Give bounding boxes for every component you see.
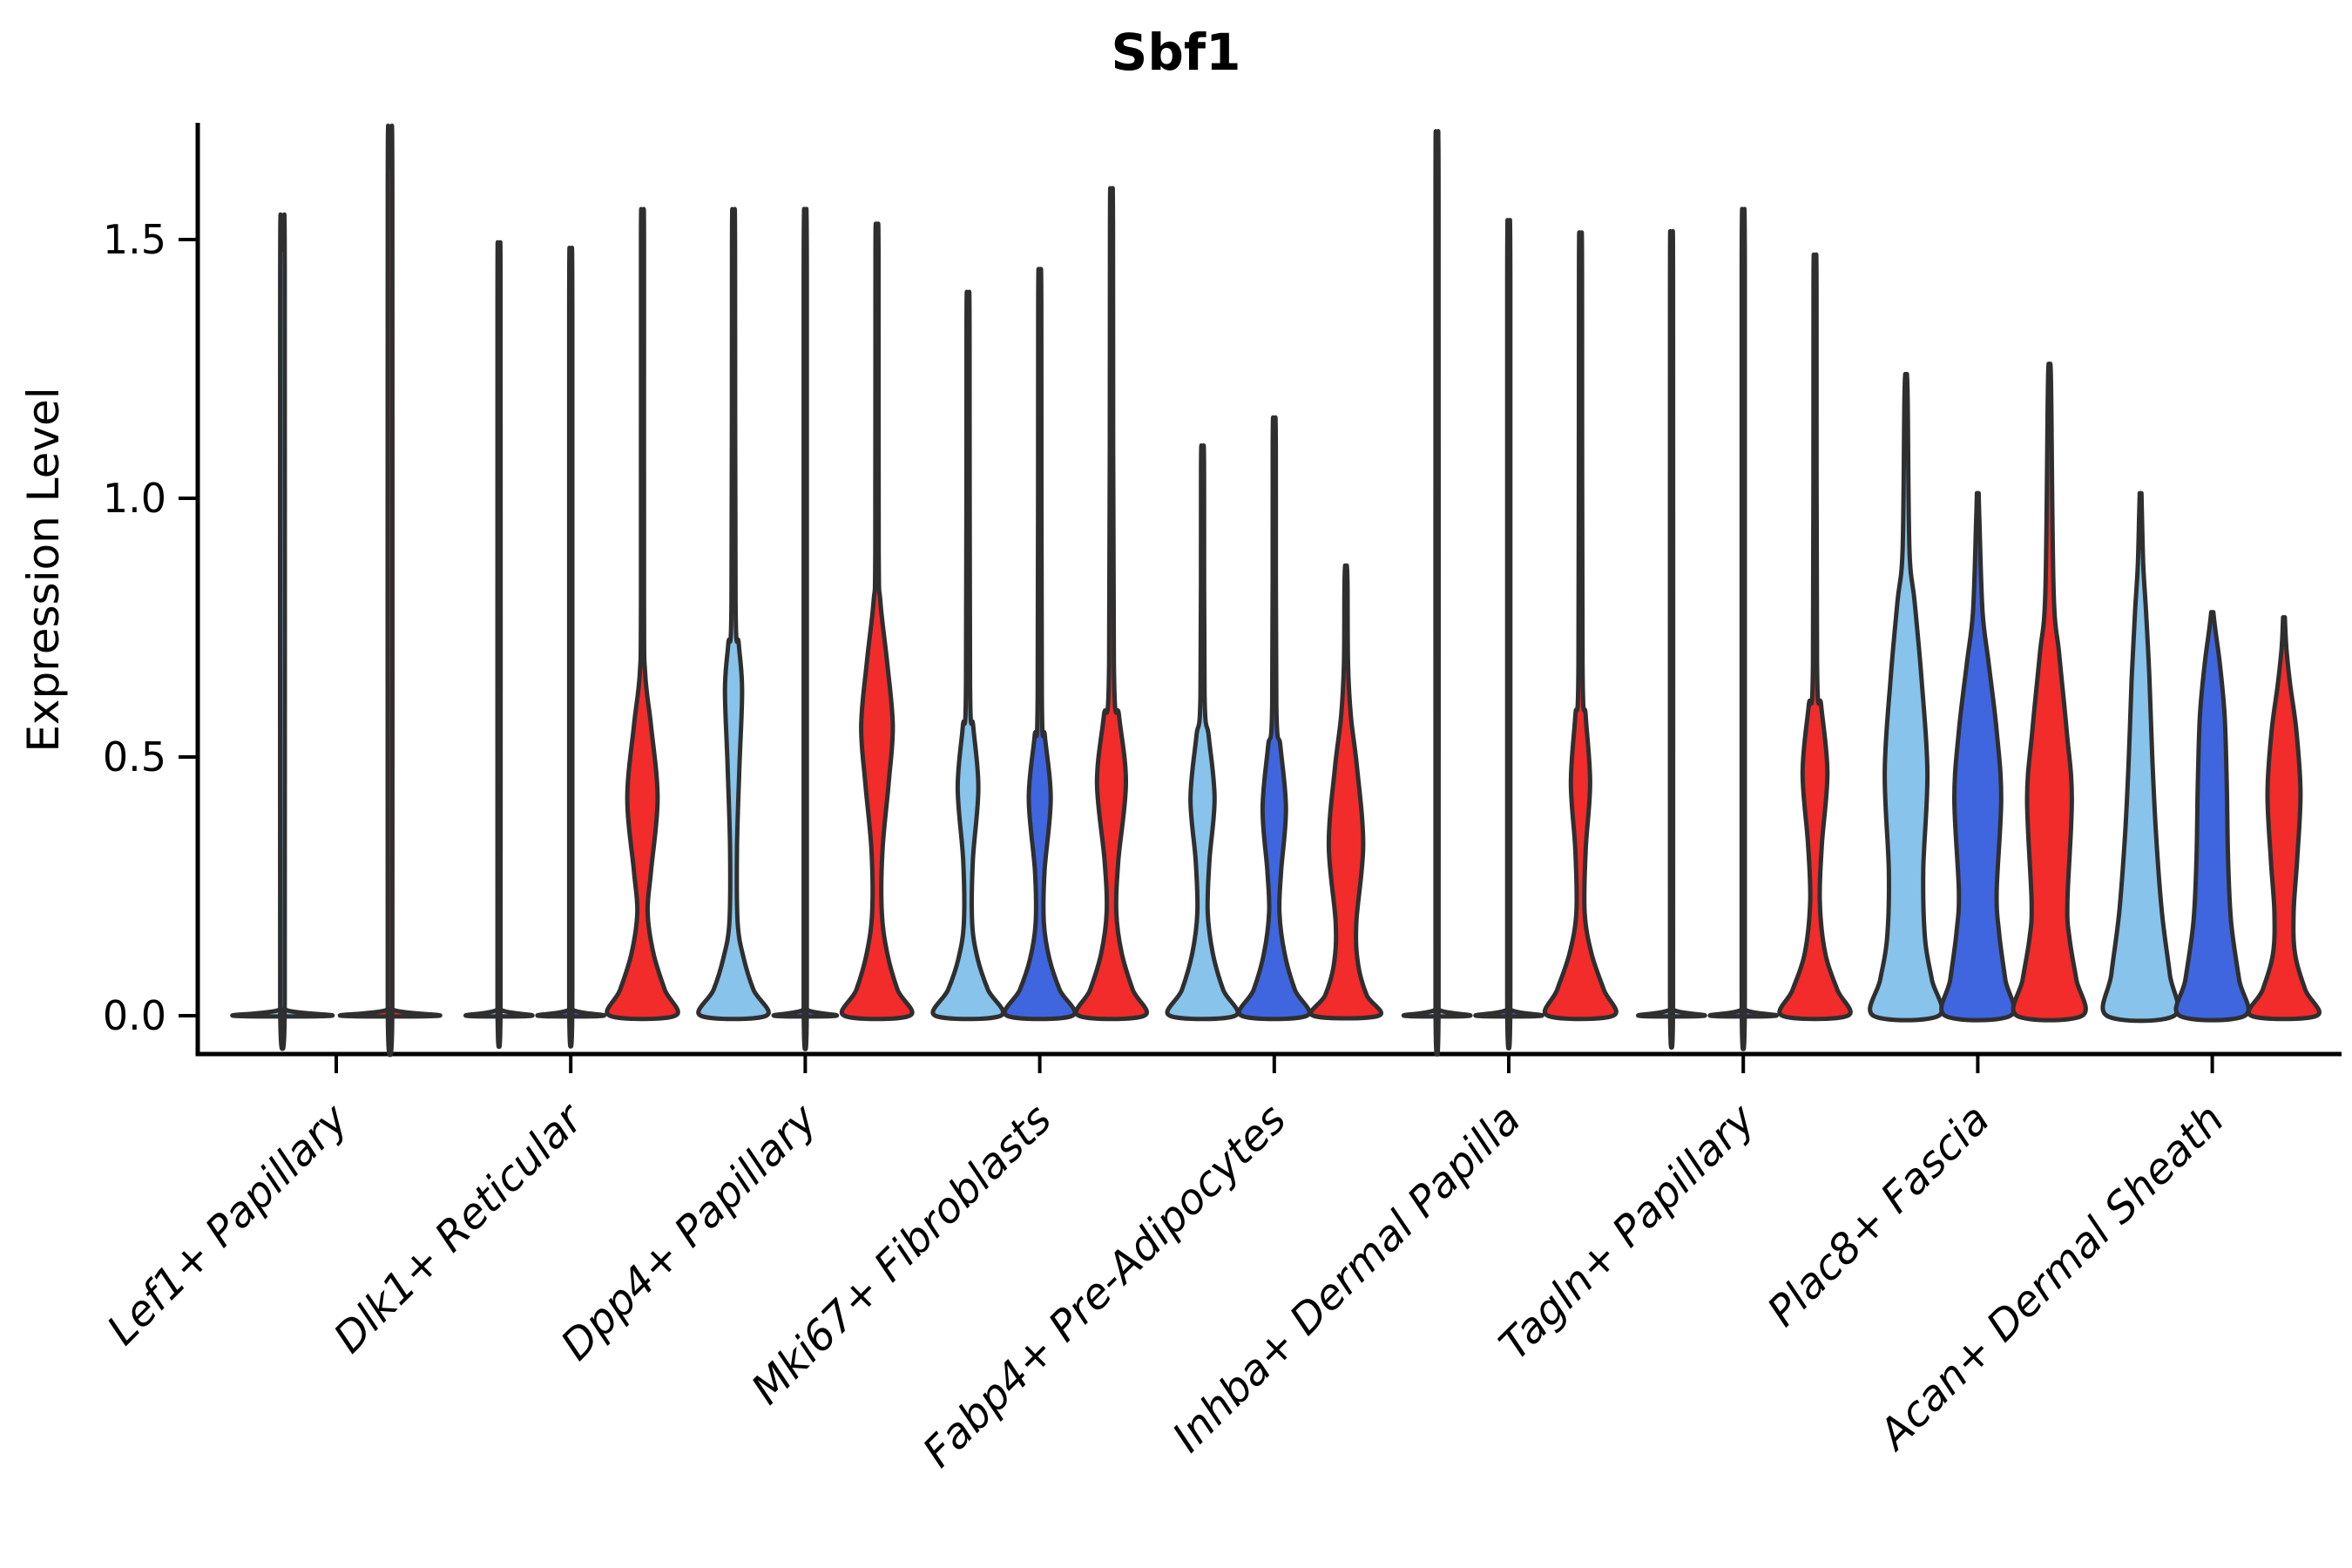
violin-plac8-fascia-dark-blue — [1939, 490, 2017, 1023]
violin-fabp4-pre-adipocytes-dark-blue — [1237, 415, 1312, 1022]
violin-mki67-fibroblasts-light-blue — [930, 289, 1005, 1022]
violin-mki67-fibroblasts-dark-blue — [1003, 267, 1078, 1022]
violin-mki67-fibroblasts-red — [1073, 186, 1149, 1022]
y-tick-label: 0.0 — [103, 992, 166, 1039]
violin-lef1-papillary-light-blue — [230, 213, 335, 1051]
x-tick-label: Dlk1+ Reticular — [324, 1093, 594, 1363]
violin-inhba-dermal-papilla-red — [1542, 230, 1619, 1022]
x-tick-label: Dpp4+ Papillary — [551, 1094, 827, 1369]
y-tick-label: 0.5 — [103, 733, 166, 781]
violin-plac8-fascia-light-blue — [1868, 371, 1944, 1023]
violin-inhba-dermal-papilla-dark-blue — [1473, 218, 1544, 1051]
y-tick-label: 1.0 — [103, 475, 166, 522]
violin-dlk1-reticular-light-blue — [463, 240, 535, 1050]
violin-tagln-papillary-light-blue — [1636, 229, 1707, 1050]
violin-plac8-fascia-red — [2011, 362, 2088, 1023]
violin-tagln-papillary-red — [1777, 252, 1853, 1022]
violin-lef1-papillary-red — [337, 123, 443, 1058]
plot-title: Sbf1 — [1111, 23, 1241, 82]
x-tick-label: Tagln+ Papillary — [1490, 1094, 1765, 1369]
violin-dlk1-reticular-red — [605, 206, 680, 1022]
x-tick-label: Plac8+ Fascia — [1758, 1095, 1999, 1336]
violin-acan-dermal-sheath-red — [2246, 615, 2322, 1022]
violin-dlk1-reticular-dark-blue — [535, 246, 606, 1049]
x-tick-label: Lef1+ Papillary — [98, 1094, 358, 1355]
violin-dpp4-papillary-red — [839, 221, 915, 1022]
violin-acan-dermal-sheath-dark-blue — [2173, 610, 2251, 1023]
violin-fabp4-pre-adipocytes-light-blue — [1165, 443, 1240, 1022]
violin-inhba-dermal-papilla-light-blue — [1401, 129, 1473, 1057]
violin-tagln-papillary-dark-blue — [1707, 206, 1779, 1051]
y-tick-label: 1.5 — [103, 216, 166, 263]
violin-dpp4-papillary-dark-blue — [771, 206, 840, 1051]
violin-dpp4-papillary-light-blue — [696, 206, 771, 1022]
violin-fabp4-pre-adipocytes-red — [1308, 563, 1383, 1021]
violin-acan-dermal-sheath-light-blue — [2100, 490, 2181, 1024]
